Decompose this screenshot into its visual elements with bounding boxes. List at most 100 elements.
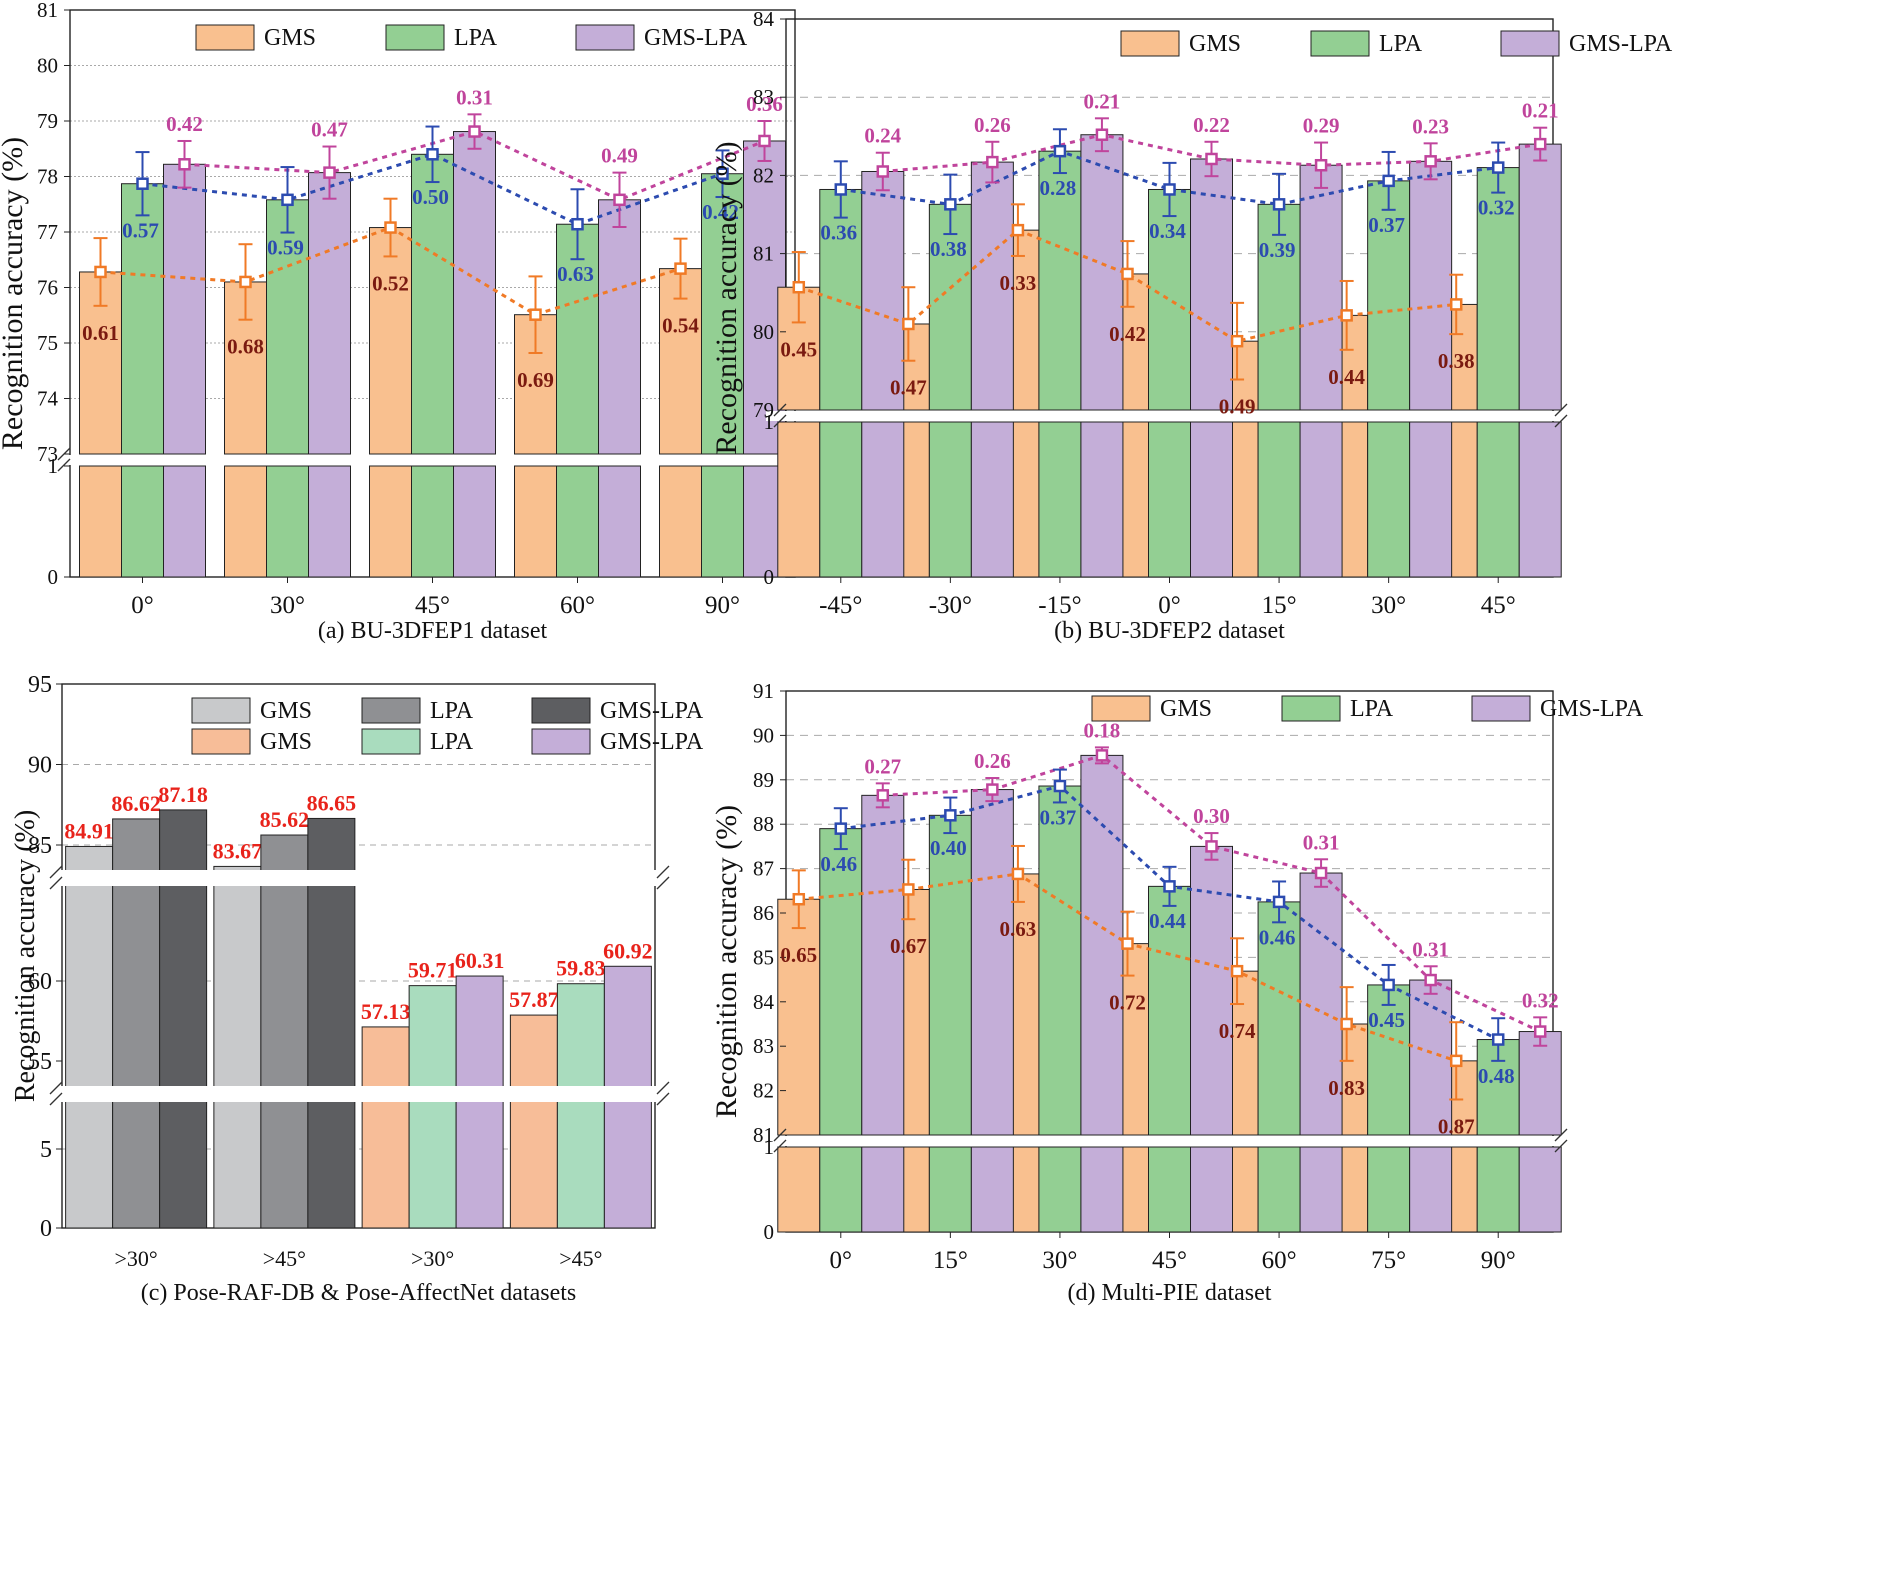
data-marker-gms	[1449, 1054, 1463, 1068]
legend-swatch-lpa	[1310, 30, 1370, 57]
bar-lower-gms-lpa	[861, 1146, 905, 1233]
legend-label-gms: GMS	[260, 729, 312, 755]
data-label-gms: 0.67	[890, 934, 927, 958]
y-tick-label: 75	[37, 331, 58, 355]
bar-lower-gms-lpa	[1409, 421, 1453, 578]
bar-lower-lpa	[1038, 421, 1082, 578]
legend-swatch-gms	[191, 697, 251, 724]
legend-swatch-lpa	[361, 728, 421, 755]
data-marker-lpa	[426, 148, 439, 161]
legend-label-gms-lpa: GMS-LPA	[1540, 696, 1644, 722]
bar-lower-lpa	[1257, 421, 1301, 578]
data-marker-lpa	[944, 809, 957, 822]
data-label-gms-lpa: 60.31	[455, 948, 505, 973]
legend-label-gms: GMS	[1189, 31, 1241, 57]
bar-lower-gms-lpa	[861, 421, 905, 578]
axis-break-mark	[49, 1092, 63, 1106]
axis-break-mark	[656, 876, 670, 890]
data-marker-gms	[529, 308, 542, 321]
x-tick-label: 30°	[1042, 1247, 1077, 1274]
data-marker-gms-lpa	[468, 125, 481, 138]
legend-swatch-gms-lpa	[575, 24, 635, 51]
data-marker-gms-lpa	[1205, 840, 1218, 853]
y-tick-label: 1	[764, 410, 775, 434]
data-marker-gms	[1121, 937, 1134, 950]
data-label-gms-lpa: 0.36	[746, 92, 783, 116]
bar-lower-gms-lpa	[1518, 1146, 1562, 1233]
bar-lower-gms-lpa	[308, 465, 351, 578]
bar-gms-lpa	[1190, 158, 1233, 411]
bar-lower-lpa	[266, 465, 309, 578]
bar-lpa	[1367, 984, 1411, 1136]
chart-panel-c: 84.91 83.67 57.13 57.87 86.62 85.62 59.71 59.83…	[10, 672, 704, 1306]
bar-gms-lpa	[308, 172, 351, 455]
data-label-lpa: 0.39	[1259, 238, 1296, 262]
bar-gms-lpa	[598, 199, 641, 455]
data-label-gms-lpa: 0.49	[601, 144, 638, 168]
bar-lower-gms-lpa	[1409, 1146, 1453, 1233]
bar-lpa	[928, 203, 972, 411]
axis-break-band	[42, 870, 675, 886]
bar-lower-gms	[369, 465, 412, 578]
data-marker-lpa	[716, 167, 729, 180]
bar-lower-gms-lpa	[1299, 1146, 1343, 1233]
data-marker-lpa	[1491, 161, 1505, 174]
legend-label-gms-lpa: GMS-LPA	[600, 729, 704, 755]
legend-label-gms: GMS	[260, 698, 312, 724]
data-label-gms: 84.91	[64, 818, 114, 843]
data-label-gms-lpa: 0.30	[1193, 804, 1230, 828]
bar-lower-lpa	[121, 465, 164, 578]
y-tick-label: 90	[753, 723, 774, 747]
bar-gms-lpa	[1518, 1031, 1562, 1136]
data-marker-lpa	[1053, 779, 1067, 793]
y-tick-label: 90	[28, 753, 52, 779]
y-tick-label: 88	[753, 812, 774, 836]
x-tick-label: 60°	[560, 592, 595, 619]
bar-lower-lpa	[1038, 1146, 1082, 1233]
bar-lpa	[928, 814, 972, 1136]
bar-gms-lpa	[307, 817, 356, 1229]
data-marker-lpa	[834, 183, 848, 196]
data-label-gms: 0.83	[1328, 1076, 1365, 1100]
legend-swatch-gms	[195, 24, 255, 51]
axis-break-mark	[656, 1092, 670, 1106]
x-tick-label: 0°	[830, 1247, 853, 1274]
y-tick-label: 79	[37, 109, 58, 133]
x-tick-label: 45°	[415, 592, 450, 619]
legend-label-lpa: LPA	[454, 25, 498, 51]
bar-lower-gms-lpa	[1190, 421, 1233, 578]
bar-lpa	[1476, 167, 1520, 411]
data-marker-gms-lpa	[323, 166, 336, 179]
data-marker-gms	[239, 275, 252, 289]
data-label-lpa: 0.46	[1259, 925, 1296, 949]
data-label-lpa: 0.44	[1149, 909, 1186, 933]
data-label-lpa: 0.46	[820, 852, 857, 876]
bar-gms-lpa	[1080, 754, 1124, 1136]
x-tick-label: 75°	[1371, 1247, 1406, 1274]
data-marker-gms	[1011, 223, 1025, 237]
y-axis-label: Recognition accuracy (%)	[0, 137, 29, 450]
axis-break-mark	[57, 458, 71, 472]
bar-gms-lpa	[861, 794, 905, 1136]
data-marker-lpa	[1272, 198, 1286, 211]
x-tick-label: 45°	[1481, 592, 1516, 619]
legend-swatch-gms	[1091, 695, 1151, 722]
x-tick-label: 60°	[1262, 1247, 1297, 1274]
y-tick-label: 79	[753, 398, 774, 422]
data-marker-lpa	[1163, 880, 1176, 893]
legend-swatch-gms-lpa	[531, 697, 591, 724]
data-label-lpa: 0.40	[930, 836, 967, 860]
data-marker-gms-lpa	[1533, 137, 1547, 151]
axis-break-mark	[1554, 1128, 1568, 1142]
bar-lower-gms	[777, 1146, 821, 1233]
bar-gms-lpa	[1190, 845, 1233, 1136]
data-marker-gms-lpa	[1424, 155, 1437, 168]
data-label-lpa: 0.42	[702, 200, 739, 224]
data-marker-gms	[674, 262, 687, 275]
x-tick-label: >30°	[115, 1246, 158, 1271]
data-label-gms-lpa: 0.26	[974, 749, 1011, 773]
legend-label-lpa: LPA	[1350, 696, 1394, 722]
data-label-gms-lpa: 0.31	[1303, 830, 1340, 854]
data-label-gms: 0.68	[227, 335, 264, 359]
y-tick-label: 82	[753, 1079, 774, 1103]
